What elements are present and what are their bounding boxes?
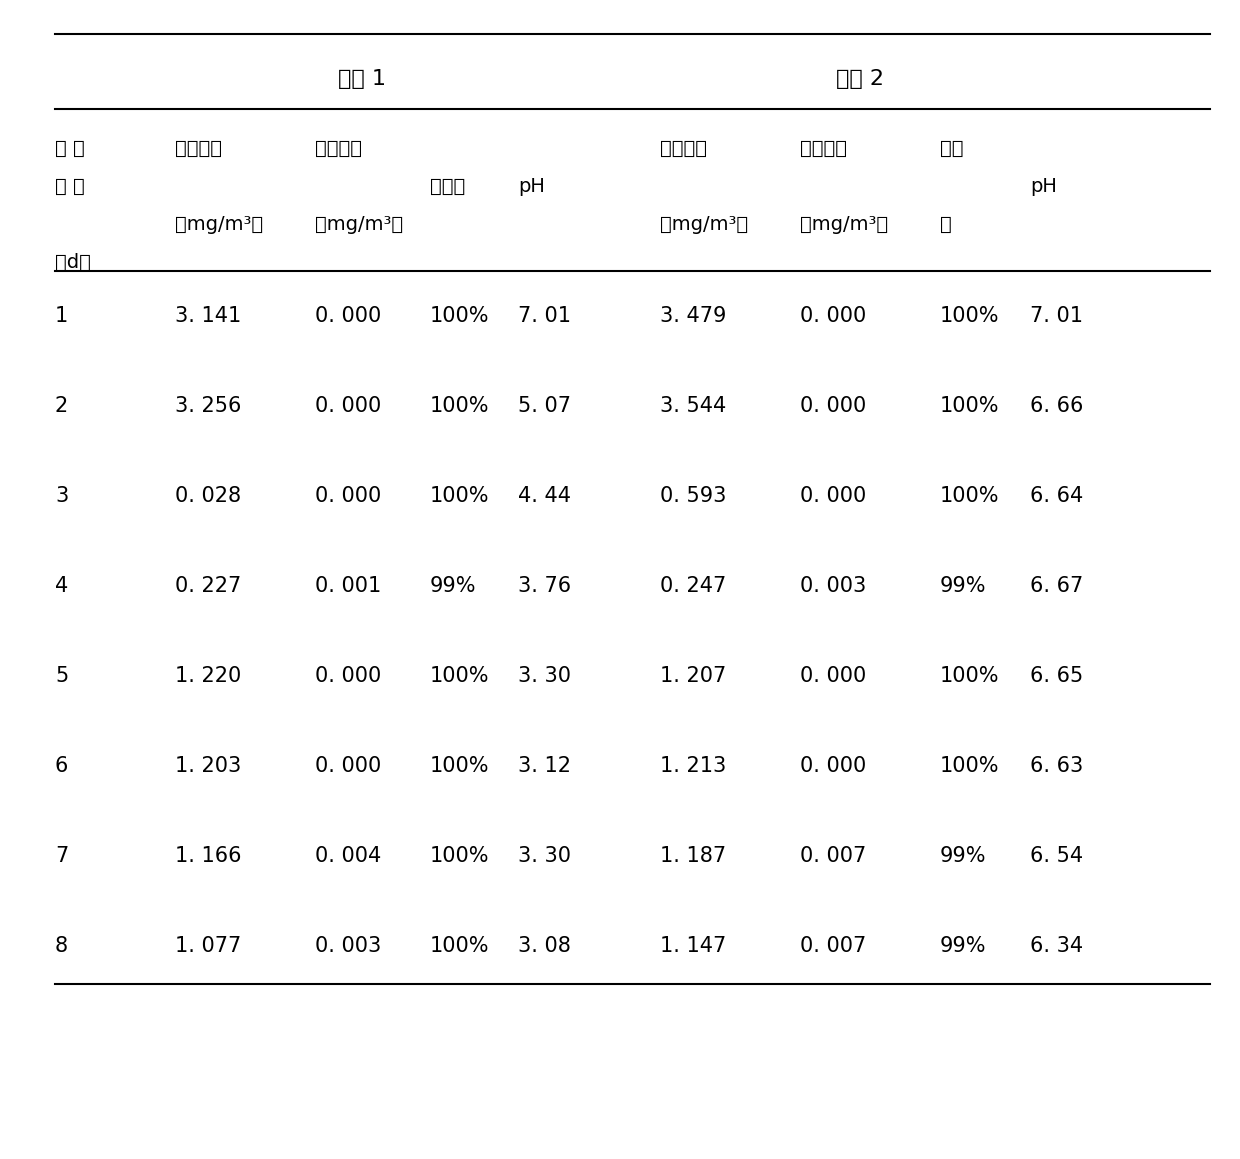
Text: 100%: 100% xyxy=(940,486,999,506)
Text: （mg/m³）: （mg/m³） xyxy=(175,216,263,234)
Text: 1. 187: 1. 187 xyxy=(660,846,727,866)
Text: 0. 001: 0. 001 xyxy=(315,576,381,596)
Text: 3. 08: 3. 08 xyxy=(518,936,570,956)
Text: 0. 227: 0. 227 xyxy=(175,576,242,596)
Text: pH: pH xyxy=(518,177,544,196)
Text: 1. 213: 1. 213 xyxy=(660,756,727,777)
Text: 7. 01: 7. 01 xyxy=(1030,306,1083,326)
Text: （d）: （d） xyxy=(55,253,91,272)
Text: 6. 54: 6. 54 xyxy=(1030,846,1083,866)
Text: 率: 率 xyxy=(940,216,952,234)
Text: 1. 077: 1. 077 xyxy=(175,936,242,956)
Text: 0. 000: 0. 000 xyxy=(800,756,867,777)
Text: 3. 479: 3. 479 xyxy=(660,306,727,326)
Text: 1. 220: 1. 220 xyxy=(175,666,242,686)
Text: 进气浓度: 进气浓度 xyxy=(175,139,222,158)
Text: 99%: 99% xyxy=(430,576,476,596)
Text: 进气浓度: 进气浓度 xyxy=(660,139,707,158)
Text: 100%: 100% xyxy=(940,666,999,686)
Text: 100%: 100% xyxy=(940,306,999,326)
Text: 3. 141: 3. 141 xyxy=(175,306,242,326)
Text: 4: 4 xyxy=(55,576,68,596)
Text: 0. 247: 0. 247 xyxy=(660,576,727,596)
Text: 3. 76: 3. 76 xyxy=(518,576,572,596)
Text: 3: 3 xyxy=(55,486,68,506)
Text: 100%: 100% xyxy=(430,936,490,956)
Text: （mg/m³）: （mg/m³） xyxy=(660,216,748,234)
Text: 去除率: 去除率 xyxy=(430,177,465,196)
Text: 1. 166: 1. 166 xyxy=(175,846,242,866)
Text: 0. 000: 0. 000 xyxy=(315,396,381,416)
Text: 100%: 100% xyxy=(430,396,490,416)
Text: （mg/m³）: （mg/m³） xyxy=(800,216,888,234)
Text: 1. 147: 1. 147 xyxy=(660,936,727,956)
Text: 3. 30: 3. 30 xyxy=(518,846,570,866)
Text: 0. 000: 0. 000 xyxy=(800,306,867,326)
Text: 3. 12: 3. 12 xyxy=(518,756,570,777)
Text: 1. 203: 1. 203 xyxy=(175,756,242,777)
Text: pH: pH xyxy=(1030,177,1056,196)
Text: 99%: 99% xyxy=(940,576,987,596)
Text: 6. 66: 6. 66 xyxy=(1030,396,1084,416)
Text: 0. 000: 0. 000 xyxy=(315,486,381,506)
Text: 6. 64: 6. 64 xyxy=(1030,486,1084,506)
Text: 出气浓度: 出气浓度 xyxy=(800,139,847,158)
Text: 0. 000: 0. 000 xyxy=(315,306,381,326)
Text: 设备 2: 设备 2 xyxy=(836,70,884,89)
Text: （mg/m³）: （mg/m³） xyxy=(315,216,403,234)
Text: 3. 30: 3. 30 xyxy=(518,666,570,686)
Text: 100%: 100% xyxy=(430,306,490,326)
Text: 0. 000: 0. 000 xyxy=(800,396,867,416)
Text: 1: 1 xyxy=(55,306,68,326)
Text: 0. 000: 0. 000 xyxy=(315,666,381,686)
Text: 100%: 100% xyxy=(430,666,490,686)
Text: 0. 000: 0. 000 xyxy=(800,486,867,506)
Text: 0. 000: 0. 000 xyxy=(315,756,381,777)
Text: 0. 003: 0. 003 xyxy=(315,936,381,956)
Text: 5. 07: 5. 07 xyxy=(518,396,570,416)
Text: 100%: 100% xyxy=(940,756,999,777)
Text: 0. 593: 0. 593 xyxy=(660,486,727,506)
Text: 100%: 100% xyxy=(430,486,490,506)
Text: 7: 7 xyxy=(55,846,68,866)
Text: 0. 004: 0. 004 xyxy=(315,846,381,866)
Text: 出气浓度: 出气浓度 xyxy=(315,139,362,158)
Text: 7. 01: 7. 01 xyxy=(518,306,570,326)
Text: 0. 007: 0. 007 xyxy=(800,846,867,866)
Text: 6. 63: 6. 63 xyxy=(1030,756,1084,777)
Text: 1. 207: 1. 207 xyxy=(660,666,727,686)
Text: 6: 6 xyxy=(55,756,68,777)
Text: 99%: 99% xyxy=(940,936,987,956)
Text: 100%: 100% xyxy=(430,756,490,777)
Text: 设备 1: 设备 1 xyxy=(337,70,386,89)
Text: 3. 256: 3. 256 xyxy=(175,396,242,416)
Text: 5: 5 xyxy=(55,666,68,686)
Text: 2: 2 xyxy=(55,396,68,416)
Text: 8: 8 xyxy=(55,936,68,956)
Text: 100%: 100% xyxy=(940,396,999,416)
Text: 4. 44: 4. 44 xyxy=(518,486,570,506)
Text: 去除: 去除 xyxy=(940,139,963,158)
Text: 时 间: 时 间 xyxy=(55,177,84,196)
Text: 0. 028: 0. 028 xyxy=(175,486,241,506)
Text: 3. 544: 3. 544 xyxy=(660,396,727,416)
Text: 100%: 100% xyxy=(430,846,490,866)
Text: 运 行: 运 行 xyxy=(55,139,84,158)
Text: 6. 67: 6. 67 xyxy=(1030,576,1084,596)
Text: 0. 000: 0. 000 xyxy=(800,666,867,686)
Text: 6. 34: 6. 34 xyxy=(1030,936,1083,956)
Text: 0. 003: 0. 003 xyxy=(800,576,867,596)
Text: 0. 007: 0. 007 xyxy=(800,936,867,956)
Text: 99%: 99% xyxy=(940,846,987,866)
Text: 6. 65: 6. 65 xyxy=(1030,666,1084,686)
